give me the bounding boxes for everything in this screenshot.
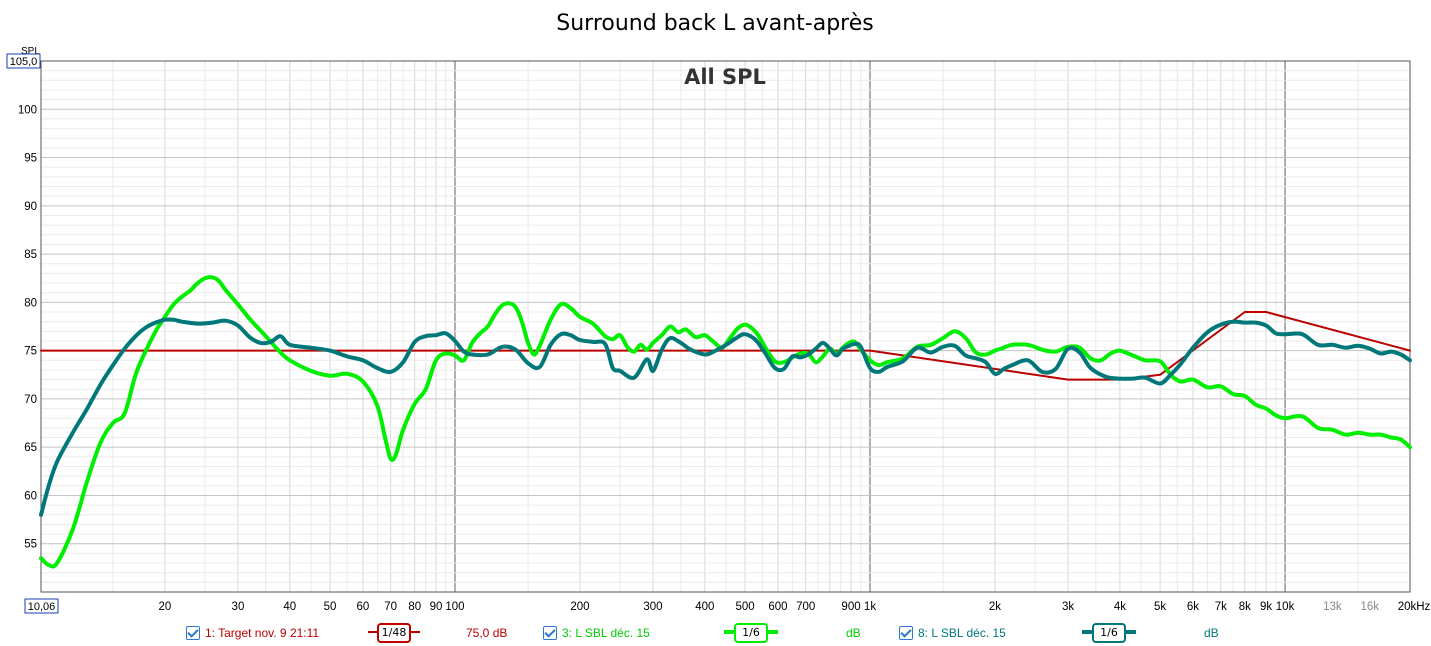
series-line-3 xyxy=(39,317,1412,517)
y-axis-ticks: 55 60 65 70 75 80 85 90 95 100 xyxy=(18,104,37,550)
x-tick-label: 600 xyxy=(768,601,787,613)
x-tick-label: 6k xyxy=(1187,601,1199,613)
x-tick-label: 300 xyxy=(643,601,662,613)
smoothing-value: 1/48 xyxy=(377,623,411,643)
y-tick-label: 75 xyxy=(24,346,37,358)
legend-target-label[interactable]: 1: Target nov. 9 21:11 xyxy=(205,626,320,640)
legend-target-smoothing[interactable]: 1/48 xyxy=(368,623,420,643)
x-tick-label: 400 xyxy=(695,601,714,613)
y-tick-label: 85 xyxy=(24,249,37,261)
y-tick-label: 80 xyxy=(24,297,37,309)
legend-before-checkbox[interactable] xyxy=(899,626,913,640)
legend-target-checkbox[interactable] xyxy=(186,626,200,640)
frequency-response-chart: Surround back L avant-après All SPL 55 60… xyxy=(6,11,1431,614)
y-tick-label: 60 xyxy=(24,490,37,502)
x-tick-label: 100 xyxy=(445,601,464,613)
legend-after-smoothing[interactable]: 1/6 xyxy=(724,623,778,643)
x-tick-label: 500 xyxy=(735,601,754,613)
y-tick-label: 65 xyxy=(24,442,37,454)
inner-title: All SPL xyxy=(684,65,766,89)
legend-before-label[interactable]: 8: L SBL déc. 15 xyxy=(918,626,1006,640)
x-tick-label: 8k xyxy=(1239,601,1251,613)
smoothing-value: 1/6 xyxy=(734,623,768,643)
x-tick-label: 200 xyxy=(570,601,589,613)
x-tick-label: 50 xyxy=(324,601,337,613)
x-tick-label: 1k xyxy=(864,601,876,613)
chart-title: Surround back L avant-après xyxy=(556,11,873,36)
x-tick-label: 30 xyxy=(232,601,245,613)
x-tick-label: 80 xyxy=(408,601,421,613)
y-top-value: 105,0 xyxy=(10,56,38,68)
x-tick-label: 9k xyxy=(1260,601,1272,613)
legend-before-value: dB xyxy=(1204,626,1219,640)
x-tick-label: 13k xyxy=(1323,601,1342,613)
legend-target-value: 75,0 dB xyxy=(466,626,508,640)
legend-after-checkbox[interactable] xyxy=(543,626,557,640)
y-tick-label: 70 xyxy=(24,394,37,406)
y-top-value-box[interactable] xyxy=(6,53,41,69)
x-tick-label: 5k xyxy=(1154,601,1166,613)
x-left-value-box[interactable] xyxy=(24,598,59,614)
x-tick-label: 900 xyxy=(841,601,860,613)
x-tick-label: 7k xyxy=(1215,601,1227,613)
y-axis-label: SPL xyxy=(21,46,40,57)
x-tick-label: 90 xyxy=(430,601,443,613)
plot-area-border xyxy=(40,60,1411,593)
legend: 1: Target nov. 9 21:11 1/48 75,0 dB 3: L… xyxy=(0,622,1431,644)
x-tick-label: 40 xyxy=(283,601,296,613)
x-tick-label: 10k xyxy=(1276,601,1295,613)
series-line-2 xyxy=(39,275,1412,569)
x-tick-label: 70 xyxy=(384,601,397,613)
x-tick-label: 3k xyxy=(1062,601,1074,613)
x-tick-label: 700 xyxy=(796,601,815,613)
x-tick-label: 4k xyxy=(1114,601,1126,613)
legend-before-smoothing[interactable]: 1/6 xyxy=(1082,623,1136,643)
x-tick-label: 16k xyxy=(1361,601,1380,613)
x-tick-label: 20kHz xyxy=(1398,601,1431,613)
legend-after-value: dB xyxy=(846,626,861,640)
y-tick-label: 95 xyxy=(24,153,37,165)
grid xyxy=(41,60,1411,593)
y-tick-label: 55 xyxy=(24,539,37,551)
legend-after-label[interactable]: 3: L SBL déc. 15 xyxy=(562,626,650,640)
smoothing-value: 1/6 xyxy=(1092,623,1126,643)
x-left-value: 10,06 xyxy=(28,601,56,613)
x-tick-label: 60 xyxy=(356,601,369,613)
y-tick-label: 90 xyxy=(24,201,37,213)
x-tick-label: 2k xyxy=(989,601,1001,613)
x-tick-label: 20 xyxy=(158,601,171,613)
y-tick-label: 100 xyxy=(18,104,37,116)
series-layer xyxy=(39,275,1412,569)
x-axis-ticks: 20 30 40 50 60 70 80 90 100 200 300 400 500 600 700 900… xyxy=(158,601,1430,613)
